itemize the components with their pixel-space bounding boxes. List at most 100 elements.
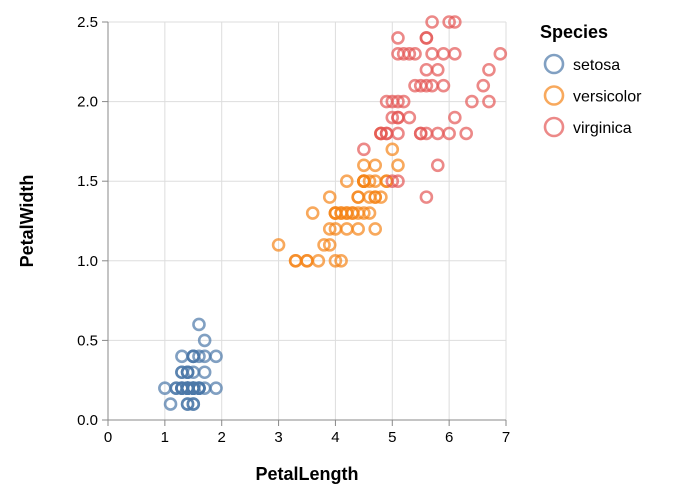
y-axis-title: PetalWidth <box>17 175 37 268</box>
point-virginica <box>482 94 496 109</box>
point-versicolor <box>368 222 383 236</box>
point-virginica <box>379 94 394 109</box>
point-setosa <box>197 365 212 380</box>
point-virginica <box>385 174 400 188</box>
grid <box>107 21 507 421</box>
y-tick-label: 1.5 <box>77 173 98 190</box>
point-setosa <box>186 349 201 364</box>
point-virginica <box>413 126 428 141</box>
point-versicolor <box>288 253 303 268</box>
point-setosa <box>180 397 195 411</box>
point-setosa <box>175 349 189 364</box>
point-virginica <box>476 78 491 93</box>
legend-symbol-virginica <box>543 116 565 138</box>
x-axis-title: PetalLength <box>255 464 358 484</box>
x-tick-label: 4 <box>331 429 339 446</box>
point-virginica <box>391 31 405 45</box>
point-versicolor <box>271 238 286 252</box>
point-versicolor <box>339 174 354 188</box>
point-versicolor <box>357 158 371 173</box>
legend-title: Species <box>540 22 608 42</box>
y-tick-label: 0.0 <box>77 412 98 429</box>
legend-label-versicolor: versicolor <box>573 89 642 106</box>
point-versicolor <box>311 253 326 268</box>
point-virginica <box>436 47 451 61</box>
point-virginica <box>425 15 439 29</box>
point-setosa <box>180 365 195 380</box>
point-virginica <box>430 158 445 173</box>
point-setosa <box>197 333 212 348</box>
point-setosa <box>192 349 206 364</box>
y-tick-label: 1.0 <box>77 253 98 270</box>
x-tick-label: 2 <box>218 429 226 446</box>
point-versicolor <box>368 174 383 188</box>
x-tick-label: 3 <box>274 429 282 446</box>
point-versicolor <box>351 190 365 204</box>
point-setosa <box>163 397 178 411</box>
point-virginica <box>465 94 479 109</box>
point-virginica <box>448 110 462 125</box>
point-virginica <box>430 62 445 77</box>
point-virginica <box>425 47 439 61</box>
point-virginica <box>425 78 439 93</box>
legend-symbol-setosa <box>543 53 565 75</box>
point-virginica <box>408 47 422 61</box>
point-virginica <box>391 174 405 188</box>
point-versicolor <box>362 174 377 188</box>
point-virginica <box>357 142 371 157</box>
point-virginica <box>419 190 434 204</box>
point-versicolor <box>334 253 348 268</box>
point-virginica <box>391 126 405 141</box>
point-virginica <box>448 47 462 61</box>
point-versicolor <box>322 238 337 252</box>
legend: Species setosa versicolor virginica <box>540 22 642 138</box>
legend-label-setosa: setosa <box>573 57 620 74</box>
legend-label-virginica: virginica <box>573 120 632 137</box>
point-versicolor <box>385 142 400 157</box>
point-virginica <box>442 15 456 29</box>
point-virginica <box>385 110 400 125</box>
y-tick-label: 2.0 <box>77 94 98 111</box>
point-virginica <box>408 78 422 93</box>
point-virginica <box>436 78 451 93</box>
point-versicolor <box>339 222 354 236</box>
point-versicolor <box>328 253 343 268</box>
point-setosa <box>192 317 206 332</box>
point-virginica <box>419 62 434 77</box>
point-versicolor <box>334 206 348 220</box>
point-setosa <box>209 349 223 364</box>
point-virginica <box>391 47 405 61</box>
axes: 0 1 2 3 4 5 6 7 0.0 0.5 1.0 1.5 2.0 2.5 PetalLength Pet… <box>17 14 510 484</box>
data-points <box>158 15 508 411</box>
point-virginica <box>402 110 417 125</box>
point-virginica <box>374 126 388 141</box>
point-virginica <box>493 47 508 61</box>
point-virginica <box>391 110 405 125</box>
point-virginica <box>430 126 445 141</box>
point-versicolor <box>362 190 377 204</box>
x-tick-label: 7 <box>502 429 510 446</box>
point-versicolor <box>322 222 337 236</box>
point-virginica <box>419 31 434 45</box>
point-versicolor <box>305 206 320 220</box>
point-virginica <box>442 126 456 141</box>
point-versicolor <box>351 222 365 236</box>
point-virginica <box>448 15 462 29</box>
point-setosa <box>186 381 201 395</box>
point-versicolor <box>317 238 331 252</box>
x-tick-label: 6 <box>445 429 453 446</box>
point-virginica <box>482 62 496 77</box>
x-tick-label: 5 <box>388 429 396 446</box>
point-setosa <box>180 381 195 395</box>
point-versicolor <box>368 190 383 204</box>
x-tick-label: 1 <box>161 429 169 446</box>
y-tick-label: 2.5 <box>77 14 98 31</box>
legend-symbol-versicolor <box>543 85 565 106</box>
point-virginica <box>459 126 474 141</box>
point-versicolor <box>368 158 383 173</box>
point-setosa <box>186 397 201 411</box>
point-versicolor <box>322 190 337 204</box>
x-tick-label: 0 <box>104 429 112 446</box>
point-setosa <box>209 381 223 395</box>
